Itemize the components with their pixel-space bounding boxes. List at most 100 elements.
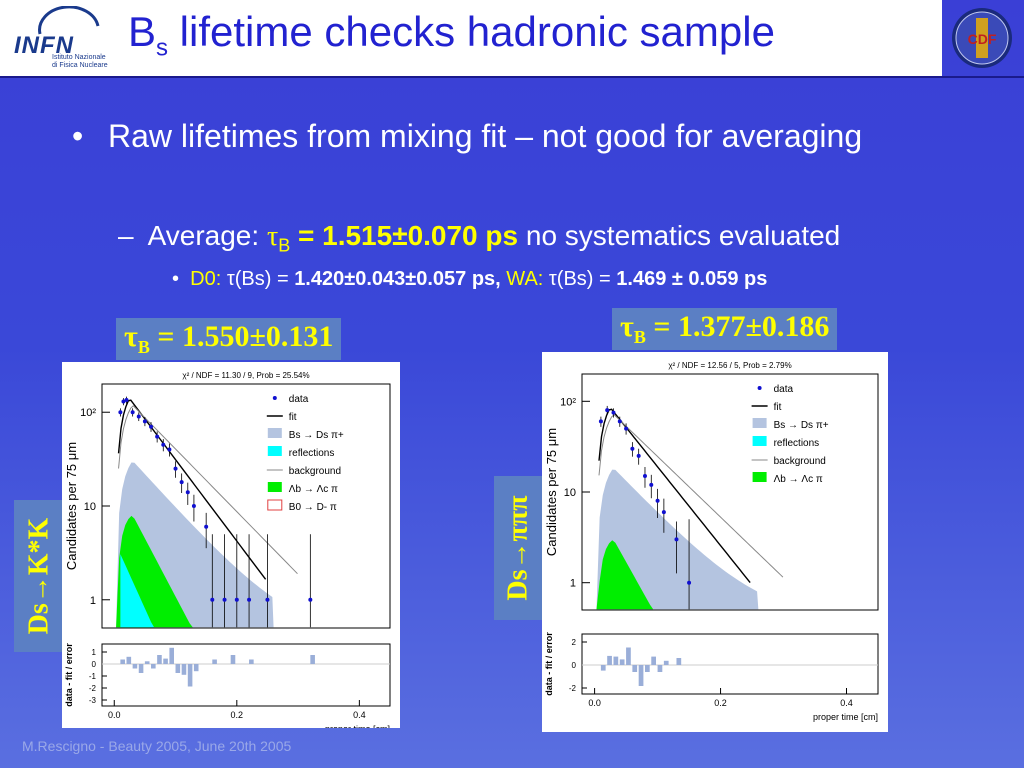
data-point (674, 537, 679, 542)
y-tick-label: 10 (564, 487, 576, 499)
data-point (136, 414, 141, 419)
residual-tick-label: -2 (89, 684, 97, 693)
y-tick-label: 1 (570, 578, 576, 590)
legend-label: fit (774, 402, 782, 413)
residual-bar (163, 658, 168, 664)
residual-y-label: data - fit / error (64, 643, 74, 707)
legend-marker-lambda-b (752, 472, 767, 482)
d0-label: D0: (190, 268, 222, 290)
residual-bar (144, 661, 150, 664)
data-point (149, 424, 154, 429)
data-point (234, 597, 239, 602)
data-point (130, 410, 135, 415)
tau-box-left: τB = 1.550±0.131 (116, 318, 342, 360)
data-point (173, 466, 178, 471)
residual-frame (101, 643, 391, 707)
residual-bar (310, 655, 315, 664)
x-tick-label: 0.4 (353, 710, 366, 720)
ds-pipipi-text: Ds→πππ (503, 495, 535, 601)
page-title: Bs lifetime checks hadronic sample (128, 8, 775, 62)
data-point (179, 480, 184, 485)
cdf-logo-text: CDF (968, 31, 997, 47)
legend-marker-lambda-b (267, 482, 282, 492)
residual-bar (169, 647, 174, 664)
bullet-text: Raw lifetimes from mixing fit – not good… (108, 118, 863, 154)
title-rest: lifetime checks hadronic sample (168, 8, 775, 55)
data-point (649, 482, 654, 487)
legend-marker-bs (752, 418, 767, 428)
lambda-b-component-area (596, 540, 696, 610)
chart-title: χ² / NDF = 11.30 / 9, Prob = 25.54% (182, 371, 309, 380)
infn-logo-subtitle: Istituto Nazionale di Fisica Nucleare (52, 54, 108, 69)
reflections-component-area (120, 554, 158, 628)
data-point (222, 597, 227, 602)
data-point (124, 398, 129, 403)
chart-title: χ² / NDF = 12.56 / 5, Prob = 2.79% (668, 361, 791, 370)
infn-logo-arc (38, 5, 100, 35)
residual-tick-label: -1 (89, 672, 97, 681)
legend-marker-data (272, 396, 277, 400)
plot-right: χ² / NDF = 12.56 / 5, Prob = 2.79% 1 10 10²… (542, 352, 888, 732)
data-point (210, 597, 215, 602)
residual-bar (613, 656, 619, 665)
residual-bar (212, 659, 217, 664)
residual-tick-label: 1 (92, 648, 97, 657)
data-point (204, 524, 209, 529)
legend-label: reflections (289, 448, 335, 459)
legend-label: background (774, 456, 826, 467)
bullet-average: – Average: τB = 1.515±0.070 ps no system… (118, 220, 840, 257)
d0-value: 1.420±0.043±0.057 ps, (294, 268, 501, 290)
data-point (611, 410, 616, 415)
residual-bar (632, 665, 638, 672)
data-point (617, 419, 622, 424)
dash: – (118, 220, 134, 251)
y-axis-label: Candidates per 75 μm (64, 442, 79, 570)
y-tick-label: 10² (560, 396, 576, 408)
cdf-logo-icon: CDF (952, 8, 1012, 68)
legend-marker-reflections (267, 446, 282, 456)
tau-left-sub: B (137, 337, 150, 357)
average-value: = 1.515±0.070 ps (290, 220, 519, 251)
wa-label: WA: (500, 268, 544, 290)
residual-bar (187, 664, 193, 687)
x-tick-label: 0.0 (108, 710, 121, 720)
residual-bar (638, 665, 644, 686)
tau-symbol: τ (266, 221, 279, 252)
y-tick-label: 1 (90, 595, 96, 607)
plot-left-svg: χ² / NDF = 11.30 / 9, Prob = 25.54%11010… (64, 371, 391, 734)
y-tick-label: 10 (84, 501, 96, 513)
y-axis-label: Candidates per 75 μm (544, 428, 559, 556)
residual-tick-label: -2 (569, 684, 577, 693)
data-point (155, 434, 160, 439)
residual-bar (676, 658, 682, 665)
residual-bar (607, 655, 612, 665)
background-curve (598, 414, 784, 578)
residual-bar (619, 659, 625, 665)
data-point (624, 426, 629, 431)
legend-label: reflections (774, 438, 820, 449)
data-point (121, 399, 126, 404)
legend-marker-reflections (752, 436, 767, 446)
residual-bar (657, 665, 663, 672)
legend-label: background (289, 466, 341, 477)
residual-bar (181, 664, 187, 675)
legend-label: Λb → Λc π (774, 474, 823, 485)
infn-logo-text: INFN (14, 32, 74, 59)
y-tick-label: 10² (80, 407, 96, 419)
legend-label: Bs → Ds π+ (774, 420, 829, 431)
residual-bar (230, 655, 236, 664)
data-point (247, 597, 252, 602)
average-prefix: Average: (147, 220, 267, 251)
legend-label: data (289, 394, 309, 405)
plot-left: χ² / NDF = 11.30 / 9, Prob = 25.54% 1 10 10… (62, 362, 400, 734)
legend-marker-b0 (267, 499, 283, 511)
title-bar: INFN Istituto Nazionale di Fisica Nuclea… (0, 0, 942, 76)
tau-box-right: τB = 1.377±0.186 (612, 308, 838, 350)
infn-logo: INFN Istituto Nazionale di Fisica Nuclea… (6, 5, 108, 70)
legend-label: data (774, 384, 794, 395)
residual-tick-label: 2 (572, 638, 577, 647)
x-tick-label: 0.4 (840, 698, 853, 708)
data-point (308, 597, 313, 602)
x-tick-label: 0.0 (588, 698, 601, 708)
data-point (655, 498, 660, 503)
